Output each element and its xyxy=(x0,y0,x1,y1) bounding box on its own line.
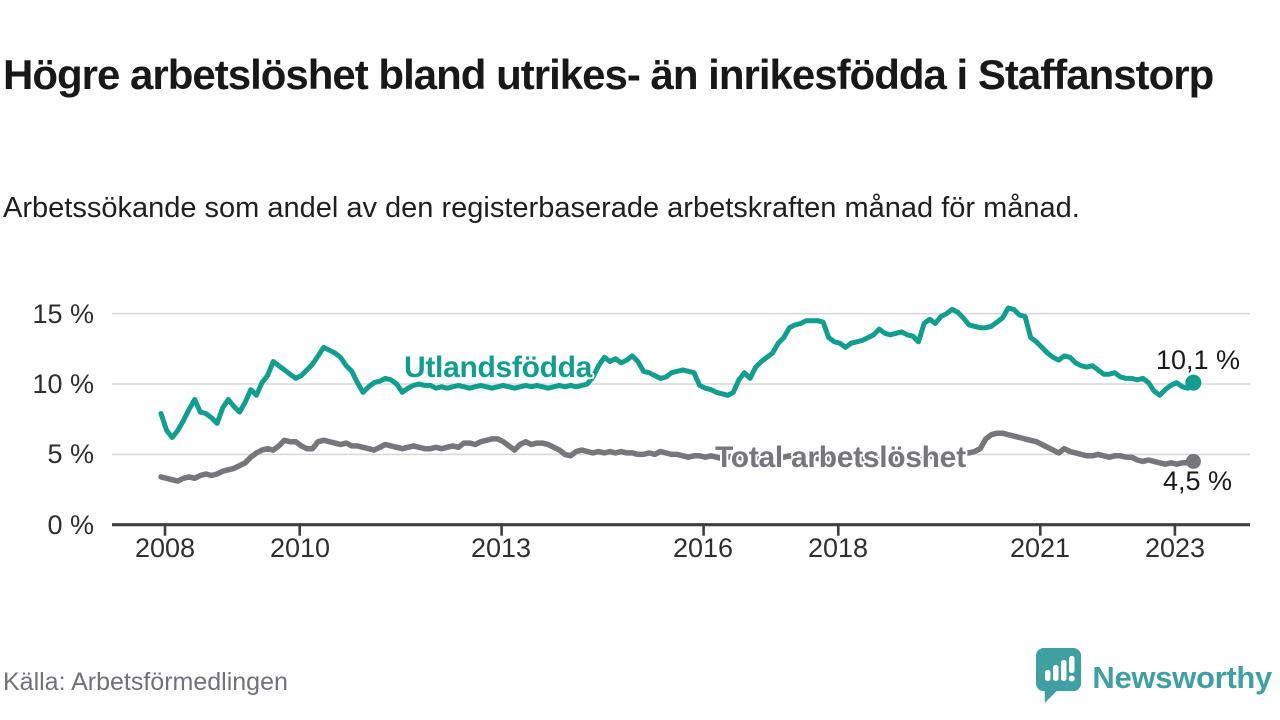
series-line-1 xyxy=(158,430,1197,484)
x-axis-tick-label: 2008 xyxy=(134,533,196,563)
page-title: Högre arbetslöshet bland utrikes- än inr… xyxy=(3,51,1214,99)
y-axis-tick-label: 0 % xyxy=(47,510,94,540)
page-subtitle: Arbetssökande som andel av den registerb… xyxy=(3,192,1080,224)
end-value-label-utlandsfodda: 10,1 % xyxy=(1156,345,1241,375)
series-label-total-arbetsloshet: Total arbetslöshet xyxy=(715,441,966,474)
x-axis-tick-label: 2013 xyxy=(470,533,532,563)
newsworthy-bubble-chart-icon xyxy=(1036,647,1082,709)
x-axis-tick-label: 2018 xyxy=(807,533,869,563)
x-axis-tick-label: 2023 xyxy=(1144,533,1206,563)
end-value-label-total: 4,5 % xyxy=(1163,466,1233,496)
y-axis-tick-label: 5 % xyxy=(47,439,94,469)
series-line-0 xyxy=(158,305,1196,440)
source-note: Källa: Arbetsförmedlingen xyxy=(3,668,288,696)
series-end-dot-0 xyxy=(1185,374,1202,391)
x-axis-tick-label: 2016 xyxy=(672,533,734,563)
x-axis-tick-label: 2021 xyxy=(1009,533,1071,563)
series-label-utlandsfodda: Utlandsfödda xyxy=(404,351,593,384)
y-axis-tick-label: 10 % xyxy=(32,369,94,399)
y-axis-tick-label: 15 % xyxy=(32,299,94,329)
series-end-dot-1 xyxy=(1185,453,1201,469)
x-axis-tick-label: 2010 xyxy=(269,533,331,563)
brand-logo: Newsworthy xyxy=(1036,647,1272,709)
brand-name: Newsworthy xyxy=(1092,660,1272,695)
